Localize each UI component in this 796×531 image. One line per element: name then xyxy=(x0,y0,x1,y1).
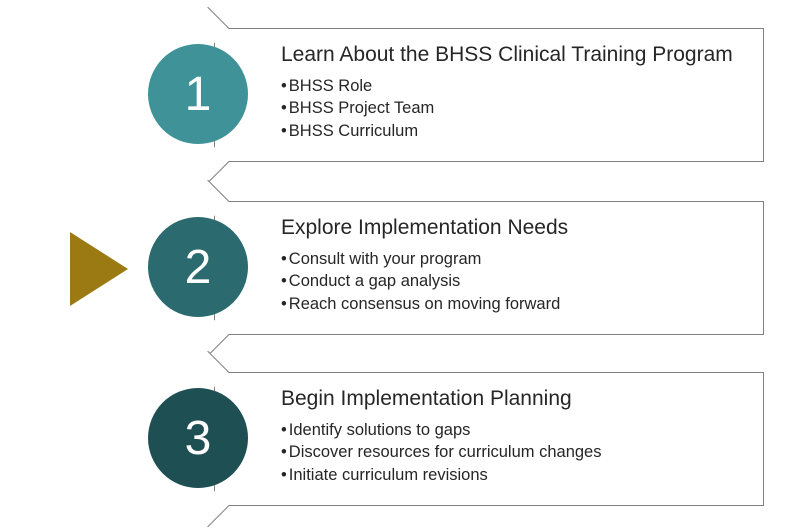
step-3-bullet: Identify solutions to gaps xyxy=(281,419,745,441)
step-3-badge: 3 xyxy=(148,388,248,488)
step-1-bullet: BHSS Curriculum xyxy=(281,120,745,142)
step-3-box: Begin Implementation Planning Identify so… xyxy=(214,372,764,506)
step-1-badge: 1 xyxy=(148,44,248,144)
step-3-bullet: Initiate curriculum revisions xyxy=(281,464,745,486)
current-step-arrow xyxy=(70,232,128,306)
step-1-bullet: BHSS Project Team xyxy=(281,97,745,119)
infographic-stage: Learn About the BHSS Clinical Training P… xyxy=(0,0,796,531)
step-3-bullets: Identify solutions to gapsDiscover resou… xyxy=(281,419,745,486)
step-2-bullet: Reach consensus on moving forward xyxy=(281,293,745,315)
step-2-box: Explore Implementation Needs Consult with… xyxy=(214,201,764,335)
step-1-bullets: BHSS RoleBHSS Project TeamBHSS Curriculu… xyxy=(281,75,745,142)
step-2-bullet: Conduct a gap analysis xyxy=(281,270,745,292)
step-1-title: Learn About the BHSS Clinical Training P… xyxy=(281,43,745,67)
step-2-title: Explore Implementation Needs xyxy=(281,216,745,240)
step-2-badge: 2 xyxy=(148,217,248,317)
step-1-number: 1 xyxy=(185,67,212,122)
step-2-bullet: Consult with your program xyxy=(281,248,745,270)
step-3-bullet: Discover resources for curriculum change… xyxy=(281,441,745,463)
step-3-title: Begin Implementation Planning xyxy=(281,387,745,411)
step-1-bullet: BHSS Role xyxy=(281,75,745,97)
step-2-number: 2 xyxy=(185,240,212,295)
step-2-bullets: Consult with your programConduct a gap a… xyxy=(281,248,745,315)
step-3-number: 3 xyxy=(185,411,212,466)
step-1-box: Learn About the BHSS Clinical Training P… xyxy=(214,28,764,162)
